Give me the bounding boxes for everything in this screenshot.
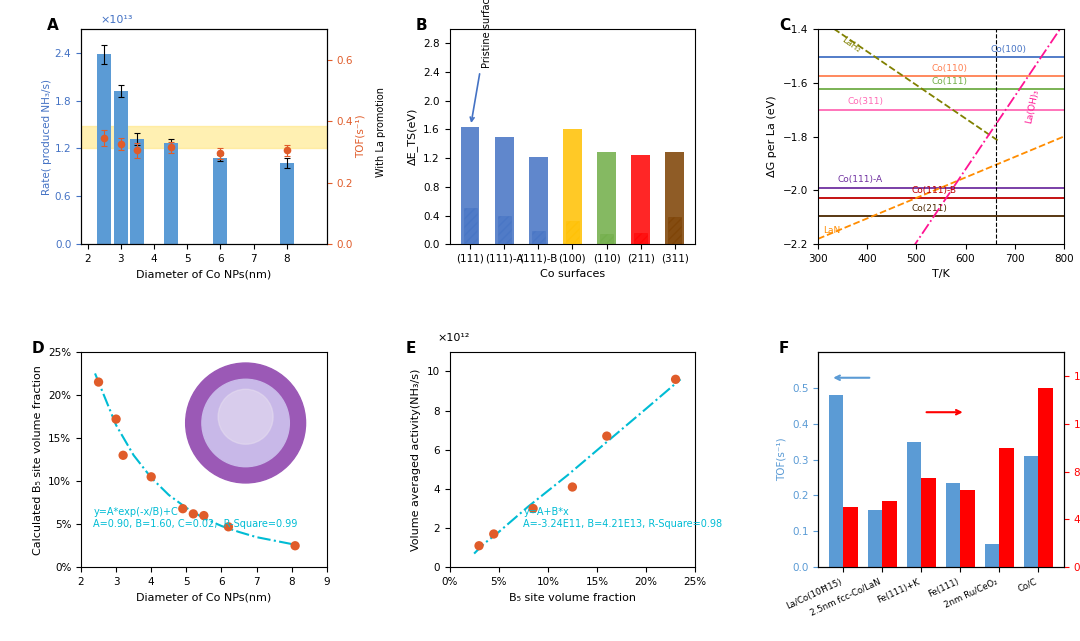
Bar (882, 501, 897, 567)
Point (90, 377, 107, 387)
Point (471, 540, 488, 551)
Bar (131, 139, 145, 244)
Bar (632, 155, 650, 244)
Point (195, 510, 213, 520)
Text: La(OH)₃: La(OH)₃ (1025, 88, 1040, 124)
Text: Co(211): Co(211) (912, 204, 947, 213)
Text: LaH₂: LaH₂ (840, 36, 863, 55)
Text: A: A (46, 18, 58, 33)
Point (185, 509, 202, 519)
Point (174, 504, 191, 514)
X-axis label: B₅ site volume fraction: B₅ site volume fraction (509, 592, 636, 603)
Y-axis label: TOF(s⁻¹): TOF(s⁻¹) (777, 438, 786, 481)
Text: ×10¹²: ×10¹² (437, 333, 470, 344)
Bar (280, 163, 294, 244)
Text: ×10¹³: ×10¹³ (100, 15, 133, 24)
Text: y=A*exp(-x/B)+C
A=0.90, B=1.60, C=0.02,  R-Square=0.99: y=A*exp(-x/B)+C A=0.90, B=1.60, C=0.02, … (93, 507, 298, 529)
Point (286, 540, 303, 551)
Text: D: D (32, 341, 44, 356)
Point (525, 503, 542, 513)
Bar (999, 447, 1014, 567)
Bar (495, 137, 513, 244)
Bar (214, 158, 228, 244)
Text: F: F (779, 341, 789, 356)
Bar (600, 234, 613, 244)
Bar (867, 510, 882, 567)
Text: C: C (779, 18, 789, 33)
X-axis label: Diameter of Co NPs(nm): Diameter of Co NPs(nm) (136, 592, 271, 603)
Bar (843, 508, 859, 567)
Y-axis label: ΔE_TS(eV): ΔE_TS(eV) (407, 108, 418, 165)
Text: Pristine surface: Pristine surface (470, 0, 492, 121)
Point (108, 414, 124, 424)
Point (564, 482, 581, 492)
Text: Co(111)-B: Co(111)-B (912, 187, 957, 196)
Bar (566, 221, 579, 244)
Bar (985, 544, 999, 567)
Bar (113, 91, 127, 244)
X-axis label: Diameter of Co NPs(nm): Diameter of Co NPs(nm) (136, 269, 271, 279)
Bar (97, 54, 111, 244)
Bar (529, 156, 548, 244)
Text: LaN: LaN (823, 226, 840, 235)
Y-axis label: ΔG per La (eV): ΔG per La (eV) (768, 96, 778, 178)
Bar (906, 442, 921, 567)
Text: y=A+B*x
A=-3.24E11, B=4.21E13, R-Square=0.98: y=A+B*x A=-3.24E11, B=4.21E13, R-Square=… (523, 507, 723, 529)
Text: Co(311): Co(311) (848, 97, 883, 106)
Bar (1039, 388, 1053, 567)
Bar (921, 478, 936, 567)
Point (667, 374, 685, 385)
Bar (665, 153, 684, 244)
Bar (463, 208, 476, 244)
Bar (164, 143, 177, 244)
X-axis label: T/K: T/K (932, 269, 949, 279)
Y-axis label: Calculated B₅ site volume fraction: Calculated B₅ site volume fraction (32, 365, 42, 554)
Bar (461, 127, 480, 244)
Bar (634, 233, 647, 244)
Bar (498, 215, 511, 244)
Bar (946, 483, 960, 567)
Y-axis label: Rate( produced NH₃/s): Rate( produced NH₃/s) (42, 79, 52, 194)
Text: Co(100): Co(100) (990, 45, 1026, 54)
Text: B: B (415, 18, 427, 33)
Point (485, 529, 502, 539)
Point (220, 522, 238, 532)
Point (598, 431, 616, 441)
Text: E: E (405, 341, 416, 356)
Text: With La promotion: With La promotion (376, 87, 386, 177)
Bar (828, 395, 843, 567)
Bar (669, 217, 681, 244)
Bar (531, 231, 544, 244)
Y-axis label: TOF(s⁻¹): TOF(s⁻¹) (355, 115, 366, 158)
Bar (1024, 456, 1039, 567)
Bar (597, 153, 616, 244)
Text: Co(111): Co(111) (931, 77, 967, 86)
Bar (960, 490, 975, 567)
Text: Co(111)-A: Co(111)-A (838, 176, 882, 185)
Bar (563, 129, 582, 244)
Y-axis label: Volume averaged activity(NH₃/s): Volume averaged activity(NH₃/s) (411, 369, 421, 551)
Point (143, 472, 160, 482)
Point (114, 450, 132, 460)
X-axis label: Co surfaces: Co surfaces (540, 269, 605, 279)
Text: Co(110): Co(110) (931, 63, 967, 72)
Bar (81, 126, 326, 149)
